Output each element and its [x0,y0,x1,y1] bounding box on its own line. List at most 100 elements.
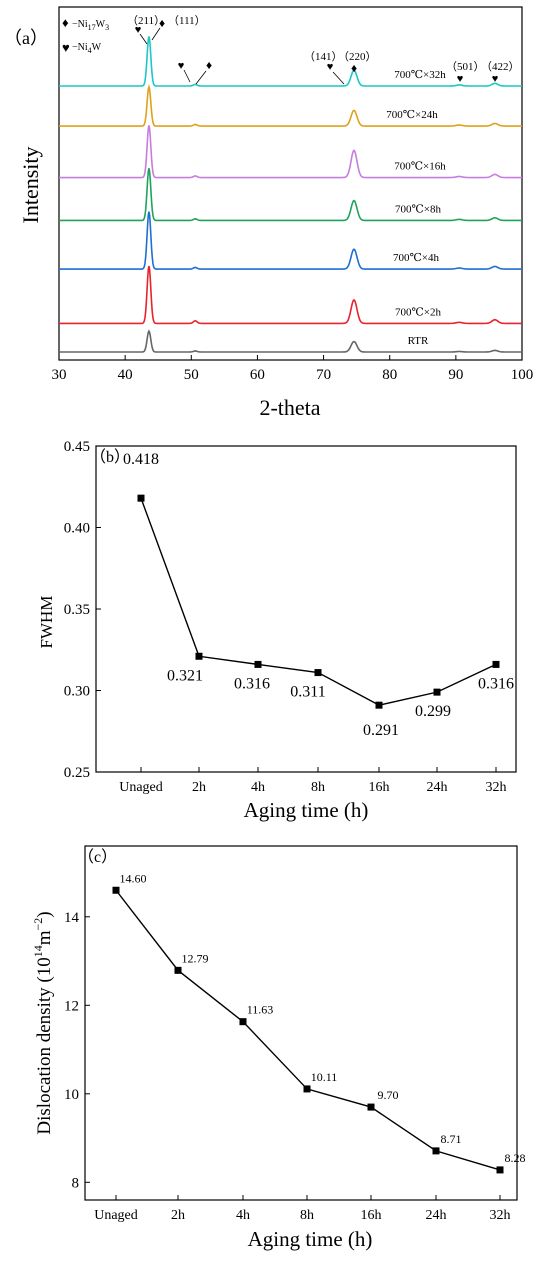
panel-c-plot: 14.60 12.79 11.63 10.11 9.70 8.71 8.28 [112,871,526,1174]
heart-marker: ♥ [327,61,334,73]
data-label: 0.299 [415,703,451,720]
marker-arrow [195,70,207,85]
data-point [375,701,383,709]
series-line-6 [59,329,522,353]
series-label-3: 700℃×8h [395,203,442,215]
data-label: 0.291 [363,722,399,739]
series-line-1 [59,83,522,127]
marker-arrow [183,69,191,83]
panel-b-label: （b） [90,448,130,466]
panel-c-label: （c） [78,848,117,866]
y-tick-label: 14 [64,910,80,926]
heart-marker: ♥ [135,24,142,36]
panel-c-frame [84,845,518,1201]
marker-arrow [139,33,148,45]
data-label: 0.316 [478,675,514,692]
series-label-6: RTR [408,335,429,347]
data-point [137,494,145,502]
series-line-5 [59,265,522,325]
x-tick-label: Unaged [119,780,163,795]
data-label: 14.60 [120,871,147,885]
x-tick-label: 32h [490,1208,511,1223]
heart-marker: ♥ [492,73,499,85]
panel-a-annotations: （211） （111）（141）（220）（501）（422）♥ ♦♥ ♦ ♥ ♦♥ ♥ [127,14,520,85]
annotation-422: （422） [481,60,520,73]
annotation-111: （111） [168,14,206,27]
legend-ni4w-text: −Ni4W [72,42,102,55]
x-tick-label: 70 [316,367,331,383]
x-tick-label: 16h [369,780,390,795]
x-tick-label: 90 [448,367,463,383]
x-tick-label: 4h [251,780,265,795]
series-label-0: 700℃×32h [394,69,446,81]
data-point [432,1147,440,1155]
series-line-0 [59,36,522,87]
y-tick-label: 12 [64,998,79,1014]
series-label-5: 700℃×2h [395,306,442,318]
x-tick-label: 24h [427,780,448,795]
data-point [492,660,500,668]
data-label: 8.71 [441,1132,462,1146]
y-tick-label: 0.45 [64,439,90,455]
data-point [195,652,203,660]
x-tick-label: 30 [52,367,67,383]
data-point [303,1085,311,1093]
x-tick-label: Unaged [94,1208,138,1223]
annotation-220: （220） [338,50,377,63]
data-label: 12.79 [182,951,209,965]
panel-a-series: 700℃×32h 700℃×24h 700℃×16h 700℃×8h 700℃×4h 70… [59,36,522,353]
panel-b-plot: 0.418 0.321 0.316 0.311 0.291 0.299 0.316 [123,451,514,739]
annotation-501: （501） [446,60,485,73]
legend-ni17w3-text: −Ni17W3 [72,19,109,32]
x-tick-label: 32h [486,780,507,795]
panel-c-axes: 8 10 12 14 Unaged 2h 4h 8h 16h 24h 32h [64,910,511,1223]
y-tick-label: 0.40 [64,521,90,537]
x-tick-label: 24h [426,1208,447,1223]
diamond-marker: ♦ [159,16,165,30]
panel-a: （a） 30 40 50 60 70 80 90 100 700℃×32h700℃×24h70… [4,6,534,420]
data-label: 11.63 [247,1003,274,1017]
series-line-3 [59,168,522,222]
legend-ni17w3-symbol: ♦ [62,15,69,30]
data-label: 0.418 [123,451,159,468]
panel-a-y-label: Intensity [18,147,43,224]
data-label: 10.11 [311,1070,338,1084]
annotation-211: （211） [127,14,165,27]
x-tick-label: 8h [300,1208,314,1223]
diamond-marker: ♦ [206,58,212,72]
marker-arrow [151,27,161,41]
panel-b-y-label: FWHM [37,596,56,649]
legend-ni4w-symbol: ♥ [62,40,70,55]
data-point [254,660,262,668]
x-tick-label: 2h [192,780,206,795]
series-label-2: 700℃×16h [394,161,446,173]
data-label: 0.321 [167,667,203,684]
x-tick-label: 40 [118,367,133,383]
panel-b-axes: 0.25 0.30 0.35 0.40 0.45 Unaged 2h 4h 8h 16h 24h 32… [64,439,507,795]
x-tick-label: 50 [184,367,199,383]
x-tick-label: 100 [511,367,534,383]
data-label: 0.316 [234,675,270,692]
heart-marker: ♥ [457,73,464,85]
legend-ni4w: ♥ −Ni4W [62,40,102,55]
data-point [239,1018,247,1026]
panel-b: （b） 0.25 0.30 0.35 0.40 0.45 Unaged 2h 4h 8h 16h 2… [37,439,517,822]
y-tick-label: 10 [64,1087,79,1103]
panel-b-frame [95,445,517,773]
annotation-141: （141） [304,50,343,63]
data-label: 0.311 [290,684,325,701]
data-point [496,1166,504,1174]
x-tick-label: 60 [250,367,265,383]
y-tick-label: 0.25 [64,765,90,781]
panel-a-x-axis: 30 40 50 60 70 80 90 100 [52,355,534,383]
data-point [433,688,441,696]
data-point [314,669,322,677]
data-label: 8.28 [505,1151,526,1165]
panel-a-x-label: 2-theta [259,395,320,420]
panel-a-frame [58,6,523,361]
series-line-2 [59,125,522,179]
x-tick-label: 16h [361,1208,382,1223]
y-tick-label: 0.30 [64,684,90,700]
y-tick-label: 0.35 [64,602,90,618]
